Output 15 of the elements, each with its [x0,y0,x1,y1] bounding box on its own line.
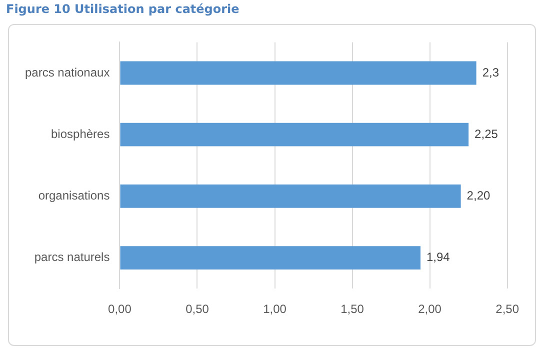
data-label: 2,25 [474,126,498,141]
data-label: 1,94 [426,250,450,264]
x-tick-label: 0,50 [186,302,210,316]
x-tick-label: 0,00 [108,302,132,316]
y-tick-label: parcs naturels [34,250,110,264]
data-label: 2,3 [482,65,500,80]
y-tick-label: biosphères [51,126,110,141]
x-tick-label: 1,00 [263,302,287,316]
y-tick-label: organisations [38,188,110,203]
chart-title: Figure 10 Utilisation par catégorie [6,2,240,16]
x-tick-label: 2,00 [418,302,442,316]
x-tick-label: 2,50 [496,302,520,316]
x-tick-label: 1,50 [340,302,364,316]
y-tick-label: parcs nationaux [24,65,110,80]
data-label: 2,20 [466,188,490,203]
